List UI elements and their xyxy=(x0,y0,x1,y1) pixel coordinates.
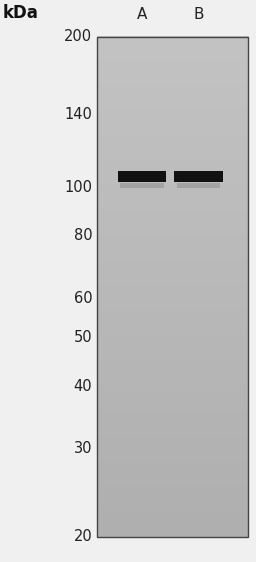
Text: 200: 200 xyxy=(64,29,92,44)
Text: 80: 80 xyxy=(73,228,92,243)
Text: 60: 60 xyxy=(73,291,92,306)
Bar xyxy=(97,37,248,537)
Text: 100: 100 xyxy=(64,180,92,194)
Text: B: B xyxy=(193,7,204,22)
Bar xyxy=(118,171,166,182)
Text: kDa: kDa xyxy=(3,4,38,22)
Bar xyxy=(174,171,223,182)
Text: 40: 40 xyxy=(73,379,92,393)
Text: 20: 20 xyxy=(73,529,92,544)
Bar xyxy=(120,183,164,188)
Text: 50: 50 xyxy=(73,330,92,345)
Bar xyxy=(120,171,164,175)
Text: 30: 30 xyxy=(74,441,92,456)
Bar xyxy=(177,171,220,175)
Bar xyxy=(177,183,220,188)
Text: 140: 140 xyxy=(64,107,92,121)
Text: A: A xyxy=(137,7,147,22)
